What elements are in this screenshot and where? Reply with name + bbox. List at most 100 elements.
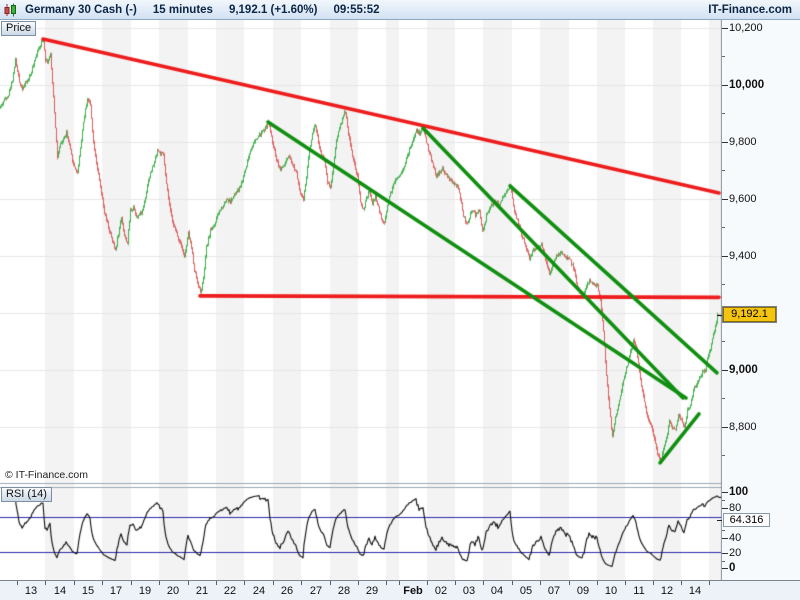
time-axis-tick bbox=[301, 581, 302, 585]
time-axis-tick bbox=[17, 581, 18, 585]
rsi-axis-tick bbox=[722, 508, 728, 509]
time-axis-tick bbox=[512, 581, 513, 585]
last-price-badge: 9,192.1 bbox=[722, 306, 777, 323]
time-axis-tick bbox=[159, 581, 160, 585]
time-axis-label: 02 bbox=[434, 585, 448, 597]
price-axis-minor-tick bbox=[722, 398, 725, 399]
time-axis-tick bbox=[188, 581, 189, 585]
time-axis-label: 22 bbox=[223, 585, 237, 597]
time-axis-tick bbox=[399, 581, 400, 585]
rsi-badge-tick bbox=[717, 520, 722, 521]
rsi-axis-minor-tick bbox=[722, 530, 725, 531]
rsi-axis-tick bbox=[722, 492, 728, 493]
chart-header-bar: Germany 30 Cash (-) 15 minutes 9,192.1 (… bbox=[0, 0, 800, 20]
time-axis-label: 19 bbox=[138, 585, 152, 597]
time-axis-tick bbox=[597, 581, 598, 585]
price-axis-label: 9,800 bbox=[729, 136, 757, 148]
price-axis-tick bbox=[722, 199, 728, 200]
price-axis-minor-tick bbox=[722, 284, 725, 285]
time-axis-tick bbox=[455, 581, 456, 585]
price-axis-minor-tick bbox=[722, 341, 725, 342]
price-axis-minor-tick bbox=[722, 170, 725, 171]
time-axis-tick bbox=[244, 581, 245, 585]
price-axis-tick bbox=[722, 28, 728, 29]
rsi-axis-minor-tick bbox=[722, 500, 725, 501]
time-axis-panel[interactable] bbox=[0, 580, 800, 600]
time-axis-label: 09 bbox=[576, 585, 590, 597]
time-axis-label: 10 bbox=[604, 585, 618, 597]
time-axis-label: 29 bbox=[365, 585, 379, 597]
time-axis-label: 12 bbox=[660, 585, 674, 597]
price-axis-tick bbox=[722, 370, 728, 371]
price-badge-tick bbox=[717, 315, 722, 316]
rsi-axis-tick bbox=[722, 553, 728, 554]
time-axis-tick bbox=[625, 581, 626, 585]
quote-time: 09:55:52 bbox=[333, 3, 380, 16]
time-axis-label: Feb bbox=[403, 585, 423, 597]
time-axis-tick bbox=[74, 581, 75, 585]
time-axis-tick bbox=[653, 581, 654, 585]
price-axis-tick bbox=[722, 142, 728, 143]
price-axis-panel[interactable] bbox=[722, 20, 800, 580]
time-axis-label: 04 bbox=[490, 585, 504, 597]
time-axis-tick bbox=[386, 581, 387, 585]
candlestick-icon bbox=[4, 3, 16, 16]
rsi-axis-label: 100 bbox=[729, 486, 749, 498]
rsi-axis-label: 80 bbox=[729, 502, 742, 514]
time-axis-label: 05 bbox=[519, 585, 533, 597]
copyright-watermark: © IT-Finance.com bbox=[5, 469, 89, 481]
time-axis-tick bbox=[330, 581, 331, 585]
price-axis-minor-tick bbox=[722, 56, 725, 57]
rsi-axis-minor-tick bbox=[722, 561, 725, 562]
time-axis-tick bbox=[216, 581, 217, 585]
price-axis-label: 9,600 bbox=[729, 193, 757, 205]
time-axis-label: 17 bbox=[109, 585, 123, 597]
rsi-axis-label: 40 bbox=[729, 532, 742, 544]
time-axis-tick bbox=[45, 581, 46, 585]
price-axis-tick bbox=[722, 85, 728, 86]
price-axis-label: 9,400 bbox=[729, 250, 757, 262]
price-axis-label: 10,000 bbox=[729, 79, 765, 91]
chart-canvas[interactable] bbox=[0, 20, 722, 580]
last-quote-and-change: 9,192.1 (+1.60%) bbox=[228, 3, 318, 16]
rsi-value-badge: 64.316 bbox=[723, 513, 770, 527]
time-axis-label: 13 bbox=[24, 585, 38, 597]
time-axis-tick bbox=[273, 581, 274, 585]
time-axis-label: 24 bbox=[252, 585, 266, 597]
time-axis-label: 21 bbox=[195, 585, 209, 597]
time-axis-label: 14 bbox=[53, 585, 67, 597]
time-axis-label: 28 bbox=[337, 585, 351, 597]
time-axis-label: 11 bbox=[633, 585, 645, 597]
time-axis-label: 15 bbox=[81, 585, 95, 597]
price-axis-label: 10,200 bbox=[729, 22, 763, 34]
price-axis-minor-tick bbox=[722, 113, 725, 114]
timeframe-label: 15 minutes bbox=[152, 3, 213, 16]
time-axis-label: 14 bbox=[688, 585, 702, 597]
time-axis-tick bbox=[709, 581, 710, 585]
rsi-axis-tick bbox=[722, 568, 728, 569]
rsi-axis-label: 0 bbox=[729, 562, 736, 574]
price-axis-minor-tick bbox=[722, 227, 725, 228]
instrument-name: Germany 30 Cash (-) bbox=[25, 3, 137, 16]
time-axis-label: 26 bbox=[280, 585, 294, 597]
time-axis-label: 20 bbox=[166, 585, 180, 597]
price-axis-label: 9,000 bbox=[729, 364, 758, 376]
time-axis-tick bbox=[569, 581, 570, 585]
time-axis-tick bbox=[681, 581, 682, 585]
time-axis-tick bbox=[483, 581, 484, 585]
rsi-axis-tick bbox=[722, 538, 728, 539]
brand-link[interactable]: IT-Finance.com bbox=[708, 3, 792, 16]
time-axis-tick bbox=[131, 581, 132, 585]
time-axis-label: 03 bbox=[462, 585, 476, 597]
rsi-axis-label: 20 bbox=[729, 547, 742, 559]
price-axis-minor-tick bbox=[722, 455, 725, 456]
price-axis-tick bbox=[722, 256, 728, 257]
time-axis-label: 27 bbox=[309, 585, 323, 597]
price-axis-label: 8,800 bbox=[729, 421, 757, 433]
time-axis-tick bbox=[540, 581, 541, 585]
rsi-panel-tab[interactable]: RSI (14) bbox=[1, 487, 52, 502]
time-axis-label: 07 bbox=[547, 585, 561, 597]
price-panel-tab[interactable]: Price bbox=[1, 21, 37, 36]
time-axis-tick bbox=[102, 581, 103, 585]
